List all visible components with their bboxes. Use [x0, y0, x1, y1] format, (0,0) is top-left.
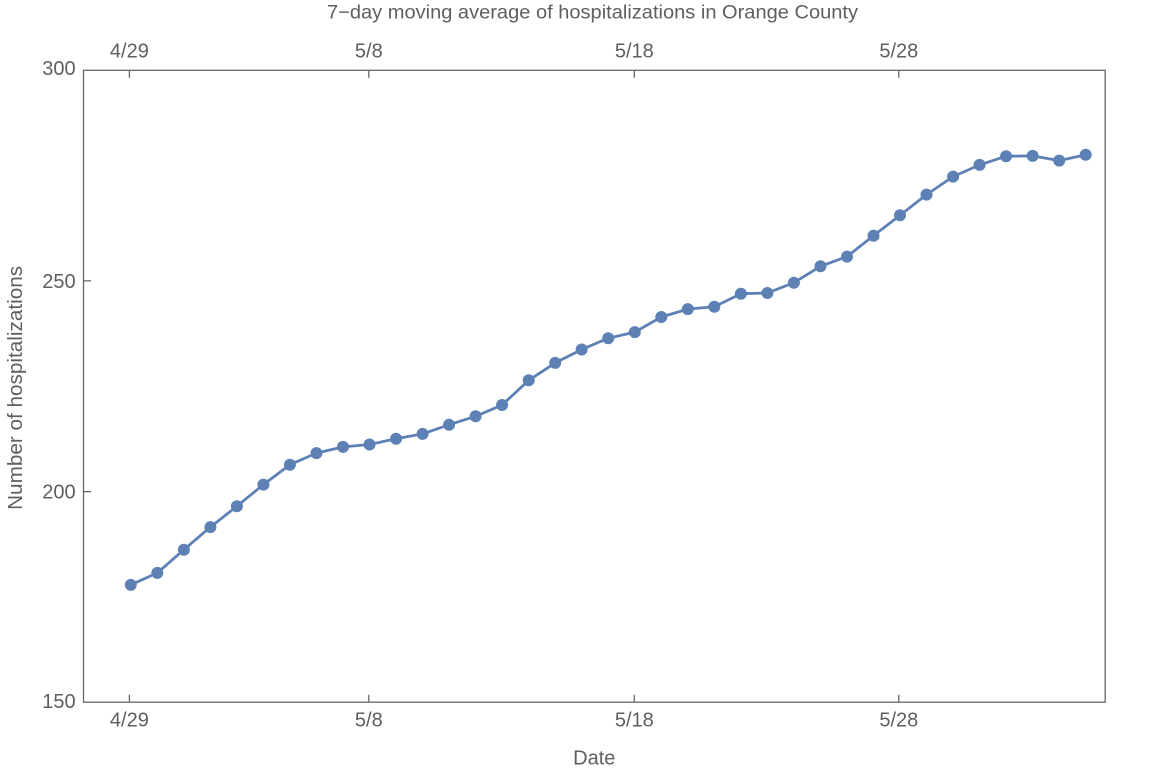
- svg-text:5/18: 5/18: [615, 710, 654, 732]
- svg-text:5/18: 5/18: [615, 40, 654, 62]
- svg-text:Date: Date: [573, 748, 615, 770]
- svg-text:5/8: 5/8: [355, 710, 383, 732]
- svg-text:4/29: 4/29: [110, 710, 149, 732]
- svg-text:5/28: 5/28: [879, 710, 918, 732]
- svg-text:300: 300: [42, 58, 75, 80]
- svg-text:250: 250: [42, 271, 75, 293]
- svg-text:7−day moving average of hospit: 7−day moving average of hospitalizations…: [327, 1, 858, 23]
- svg-text:5/28: 5/28: [879, 40, 918, 62]
- svg-text:200: 200: [42, 482, 75, 504]
- svg-text:4/29: 4/29: [110, 40, 149, 62]
- svg-text:5/8: 5/8: [355, 40, 383, 62]
- svg-text:150: 150: [42, 691, 75, 713]
- svg-text:Number of hospitalizations: Number of hospitalizations: [5, 266, 27, 510]
